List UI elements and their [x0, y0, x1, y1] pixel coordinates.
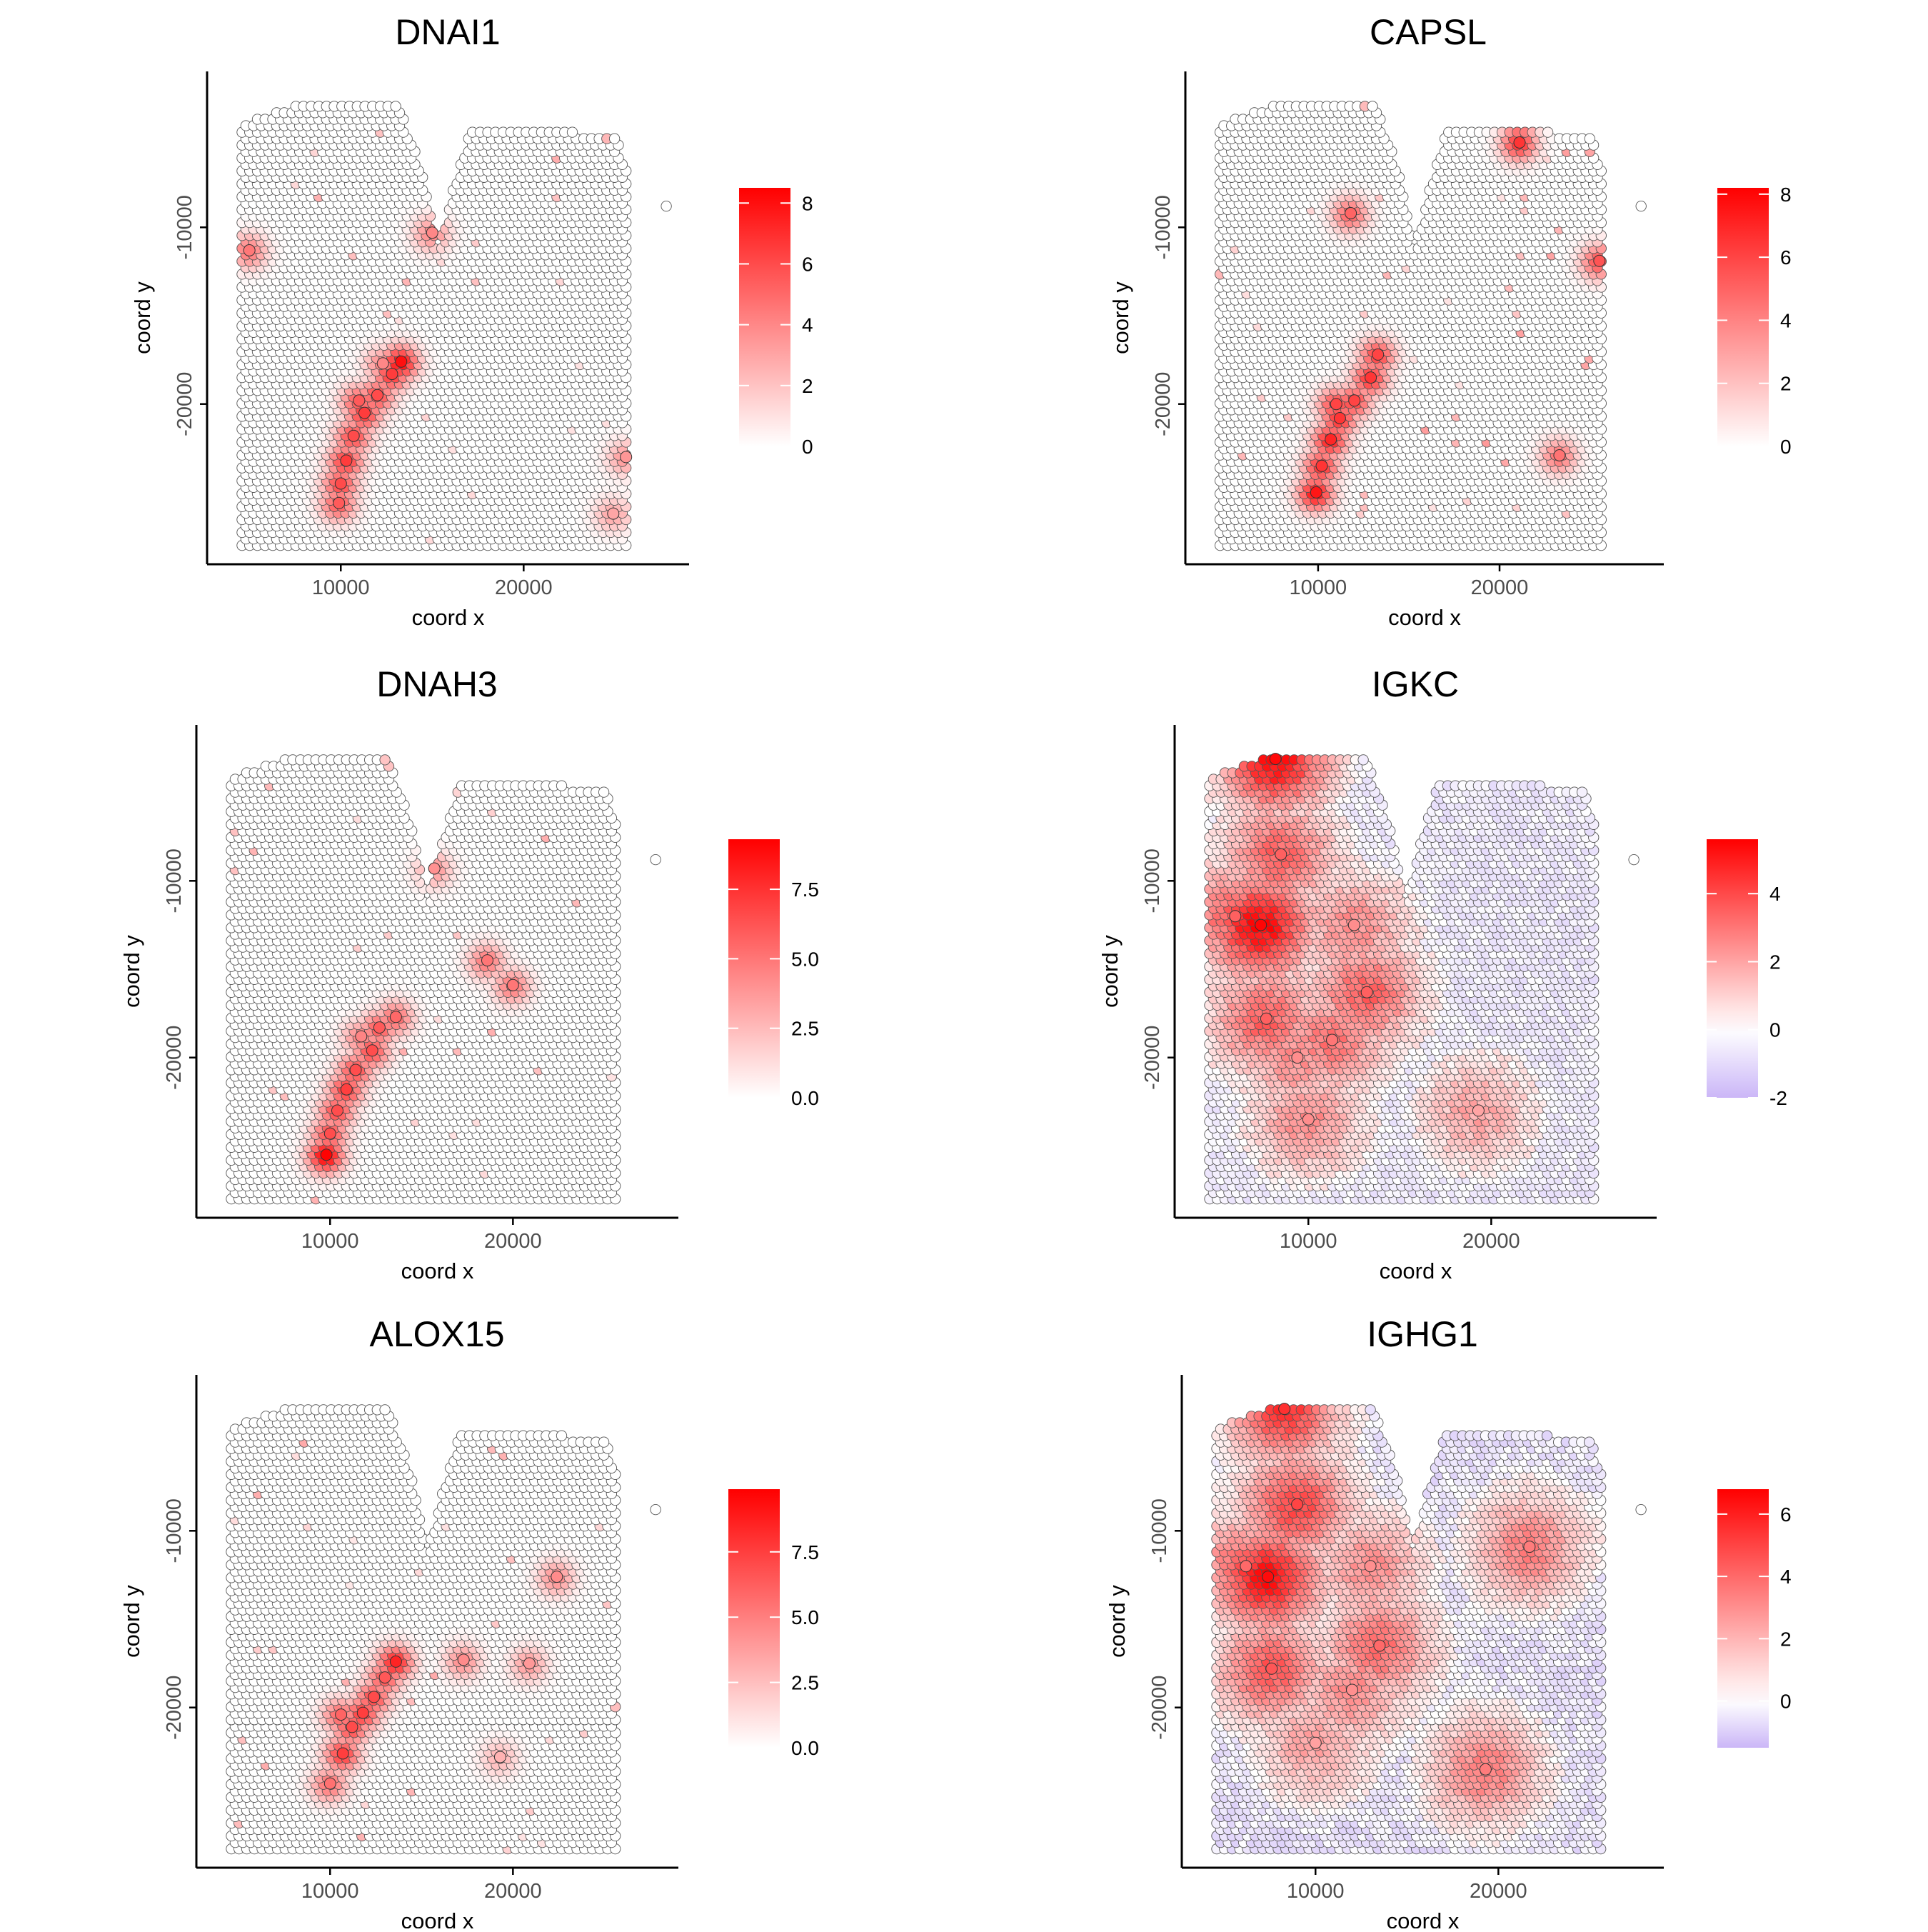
x-tick-label: 10000 [312, 576, 370, 599]
legend-tick-label: 6 [802, 253, 813, 275]
legend-tick-label: 2 [802, 375, 813, 397]
panel-dnai1: DNAI1 10000 20000 -10000 -20000 coord x coord … [130, 12, 813, 630]
data-point [333, 497, 345, 509]
spots-layer [1215, 101, 1607, 551]
data-point [341, 455, 352, 466]
data-point [396, 356, 407, 367]
spot [609, 134, 619, 144]
data-point [372, 389, 383, 401]
x-axis-label: coord x [412, 605, 485, 630]
chart-title: DNAI1 [395, 12, 500, 52]
y-tick-label: -20000 [174, 372, 196, 436]
legend-tick-label: 0 [802, 436, 813, 458]
data-point [353, 395, 365, 406]
spots-layer [237, 101, 631, 551]
y-tick-label: -10000 [174, 195, 196, 259]
data-point [243, 245, 255, 256]
chart-title: CAPSL [1370, 12, 1487, 52]
spot [567, 127, 577, 137]
stray-point [661, 201, 671, 211]
data-point [348, 430, 359, 441]
data-point [608, 508, 619, 519]
y-axis-label: coord y [130, 281, 155, 354]
x-tick-label: 20000 [495, 576, 553, 599]
legend-tick-label: 4 [802, 314, 813, 336]
data-point [335, 478, 346, 489]
data-point [386, 369, 398, 380]
spot [391, 101, 401, 111]
legend-tick-label: 8 [802, 192, 813, 214]
data-point [359, 407, 371, 419]
data-point [621, 451, 632, 463]
legend-colorbar [739, 188, 790, 446]
data-point [426, 227, 438, 239]
data-point [377, 358, 388, 369]
